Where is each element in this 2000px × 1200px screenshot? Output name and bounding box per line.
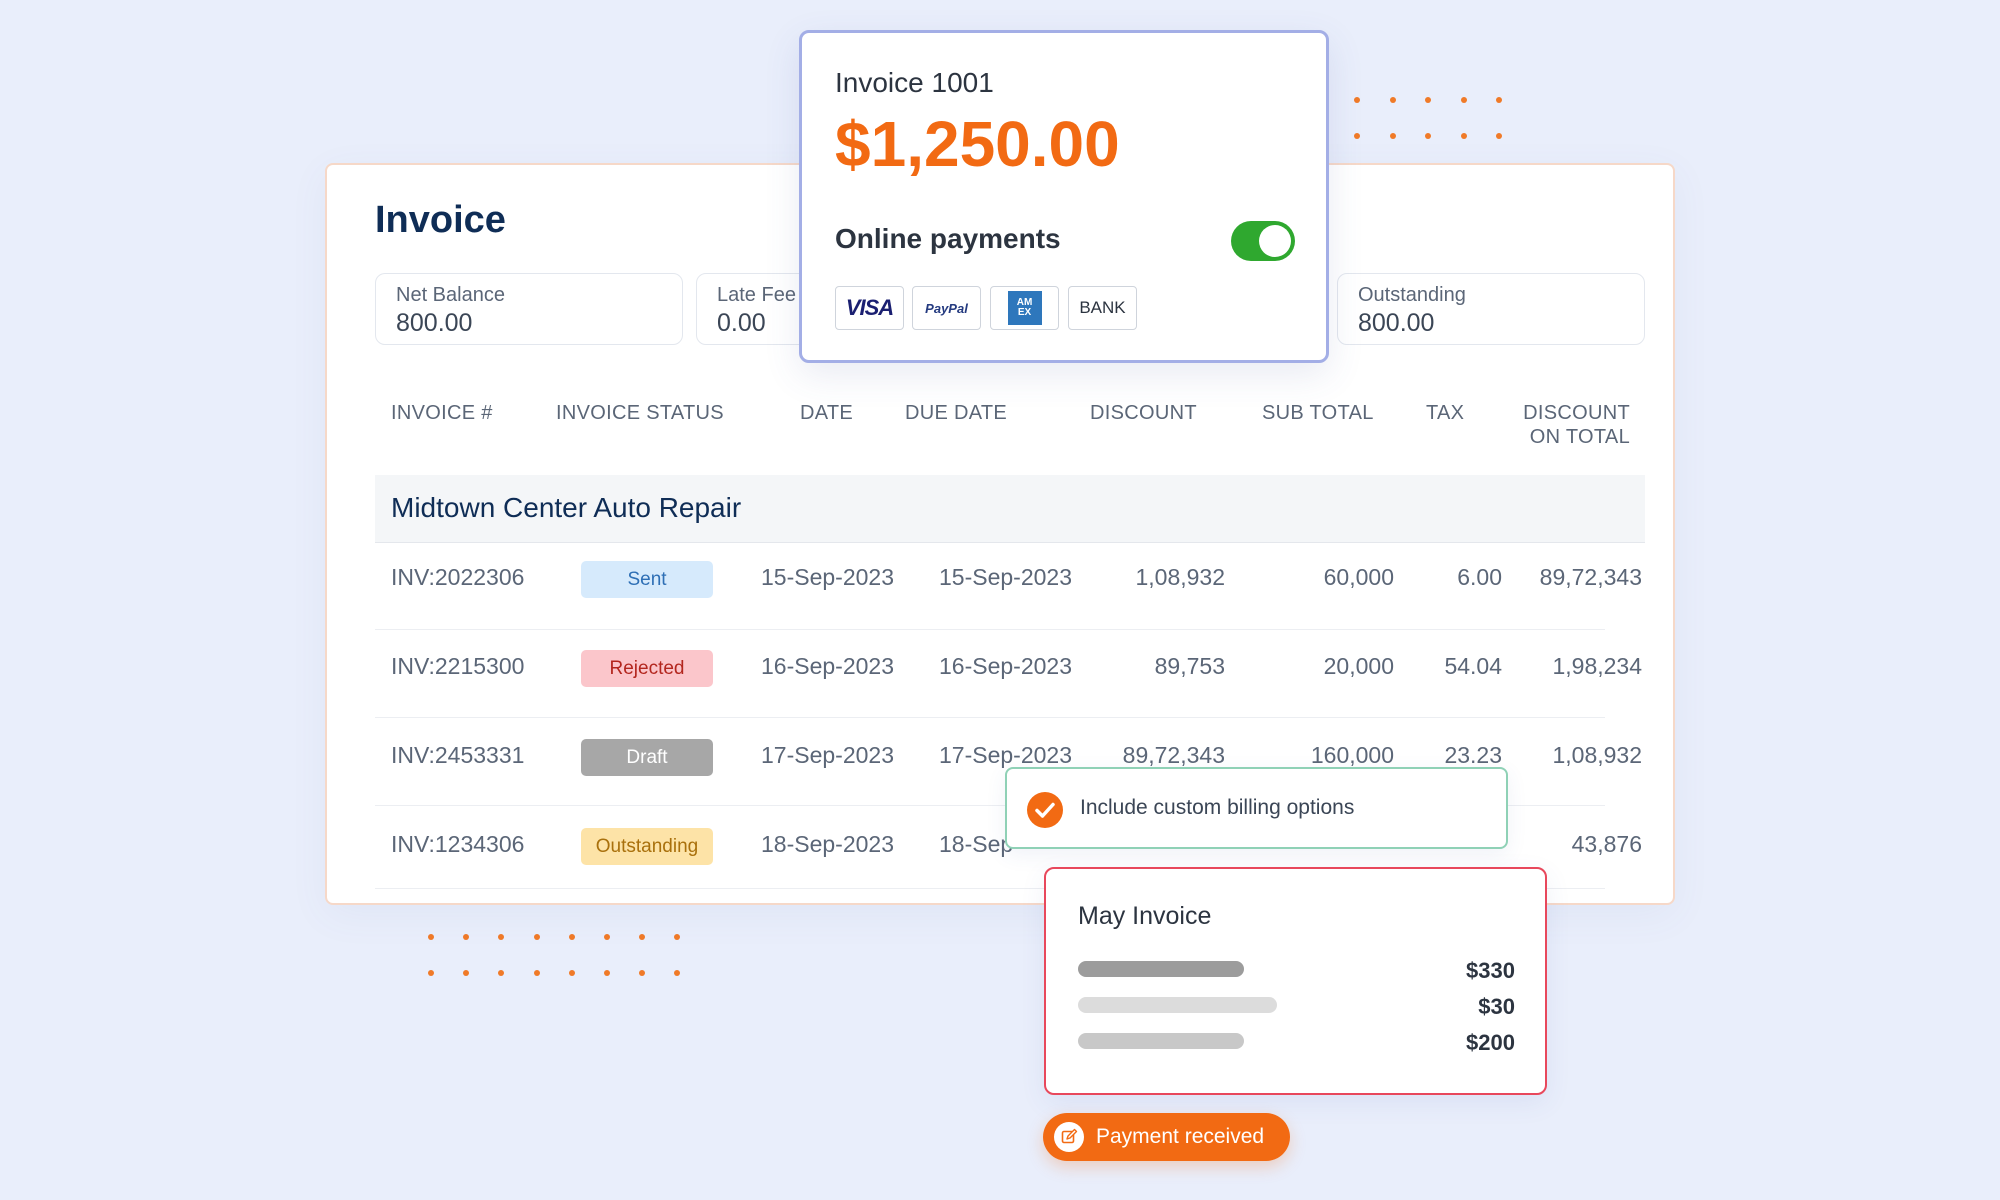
line-item-amount: $30 [1478, 994, 1515, 1019]
online-payments-label: Online payments [835, 223, 1061, 254]
column-header-discount[interactable]: DISCOUNT [1090, 402, 1197, 424]
table-cell-discount-total: 43,876 [1571, 831, 1642, 857]
column-header-discount-line2: ON TOTAL [1529, 426, 1630, 448]
amex-icon[interactable]: AM EX [990, 286, 1059, 330]
row-divider [375, 805, 1605, 806]
paypal-icon[interactable]: PayPal [912, 286, 981, 330]
may-invoice-title: May Invoice [1078, 902, 1212, 930]
net-balance-value: 800.00 [396, 309, 473, 337]
table-cell-discount-total: 1,98,234 [1552, 653, 1642, 679]
outstanding-card: Outstanding 800.00 [1337, 273, 1645, 345]
column-header-discount-on-total[interactable]: DISCOUNT ON TOTAL [1510, 401, 1630, 449]
table-cell-due-date: 15-Sep-2023 [939, 564, 1072, 590]
column-header-tax[interactable]: TAX [1426, 402, 1465, 424]
table-cell-discount-total: 89,72,343 [1539, 564, 1642, 590]
table-cell-date: 15-Sep-2023 [761, 564, 894, 590]
visa-label: VISA [845, 295, 894, 320]
table-cell-tax: 54.04 [1444, 653, 1502, 679]
net-balance-label: Net Balance [396, 284, 505, 306]
table-cell-tax: 23.23 [1444, 742, 1502, 768]
customer-group-row[interactable]: Midtown Center Auto Repair [375, 475, 1645, 543]
column-header-status[interactable]: INVOICE STATUS [556, 402, 724, 424]
line-item-placeholder-bar [1078, 997, 1277, 1013]
column-header-invoice[interactable]: INVOICE # [391, 402, 493, 424]
table-cell-invoice[interactable]: INV:2215300 [391, 653, 525, 679]
status-badge-sent: Sent [581, 561, 713, 598]
line-item-amount: $200 [1466, 1030, 1515, 1055]
table-cell-sub-total: 160,000 [1310, 742, 1394, 768]
column-header-discount-line1: DISCOUNT [1523, 402, 1630, 424]
check-icon[interactable] [1027, 792, 1063, 828]
bank-icon[interactable]: BANK [1068, 286, 1137, 330]
online-payments-toggle[interactable] [1231, 221, 1295, 261]
dot-pattern-top [1354, 97, 1532, 169]
late-fee-label: Late Fee [717, 284, 796, 306]
table-cell-date: 18-Sep-2023 [761, 831, 894, 857]
page-title: Invoice [375, 199, 506, 241]
payment-received-toast: Payment received [1043, 1113, 1290, 1161]
custom-billing-label: Include custom billing options [1080, 796, 1355, 819]
amex-label: AM EX [1016, 297, 1033, 318]
toggle-knob [1259, 225, 1291, 257]
column-header-due-date[interactable]: DUE DATE [905, 402, 1008, 424]
status-badge-draft: Draft [581, 739, 713, 776]
custom-billing-option[interactable]: Include custom billing options [1005, 767, 1508, 849]
customer-group-title: Midtown Center Auto Repair [391, 492, 742, 523]
outstanding-label: Outstanding [1358, 284, 1466, 306]
visa-icon[interactable]: VISA [835, 286, 904, 330]
table-cell-sub-total: 20,000 [1323, 653, 1394, 679]
row-divider [375, 629, 1605, 630]
dot-pattern-bottom [428, 934, 710, 1006]
payment-received-label: Payment received [1096, 1125, 1265, 1148]
status-badge-outstanding: Outstanding [581, 828, 713, 865]
late-fee-value: 0.00 [717, 309, 766, 337]
amex-logo-box: AM EX [1007, 291, 1042, 325]
table-cell-discount: 1,08,932 [1135, 564, 1225, 590]
row-divider [375, 888, 1605, 889]
column-header-sub-total[interactable]: SUB TOTAL [1262, 402, 1374, 424]
outstanding-value: 800.00 [1358, 309, 1435, 337]
edit-icon [1054, 1122, 1084, 1152]
table-cell-discount-total: 1,08,932 [1552, 742, 1642, 768]
column-header-date[interactable]: DATE [800, 402, 854, 424]
invoice-payment-card: Invoice 1001 $1,250.00 Online payments V… [799, 30, 1329, 363]
bank-label: BANK [1079, 298, 1126, 317]
table-cell-invoice[interactable]: INV:2453331 [391, 742, 525, 768]
table-cell-discount: 89,753 [1154, 653, 1225, 679]
table-cell-invoice[interactable]: INV:1234306 [391, 831, 525, 857]
table-cell-date: 16-Sep-2023 [761, 653, 894, 679]
table-cell-date: 17-Sep-2023 [761, 742, 894, 768]
paypal-label: PayPal [925, 300, 968, 316]
net-balance-card: Net Balance 800.00 [375, 273, 683, 345]
line-item-placeholder-bar [1078, 961, 1244, 977]
table-cell-invoice[interactable]: INV:2022306 [391, 564, 525, 590]
table-cell-tax: 6.00 [1457, 564, 1502, 590]
table-cell-due-date: 18-Sep [939, 831, 1014, 857]
may-invoice-card: May Invoice $330 $30 $200 [1044, 867, 1547, 1095]
line-item-amount: $330 [1466, 958, 1515, 983]
line-item-placeholder-bar [1078, 1033, 1244, 1049]
table-cell-sub-total: 60,000 [1323, 564, 1394, 590]
status-badge-rejected: Rejected [581, 650, 713, 687]
table-cell-due-date: 16-Sep-2023 [939, 653, 1072, 679]
invoice-amount: $1,250.00 [835, 108, 1120, 180]
row-divider [375, 717, 1605, 718]
table-cell-discount: 89,72,343 [1122, 742, 1225, 768]
table-cell-due-date: 17-Sep-2023 [939, 742, 1072, 768]
invoice-number: Invoice 1001 [835, 67, 994, 98]
